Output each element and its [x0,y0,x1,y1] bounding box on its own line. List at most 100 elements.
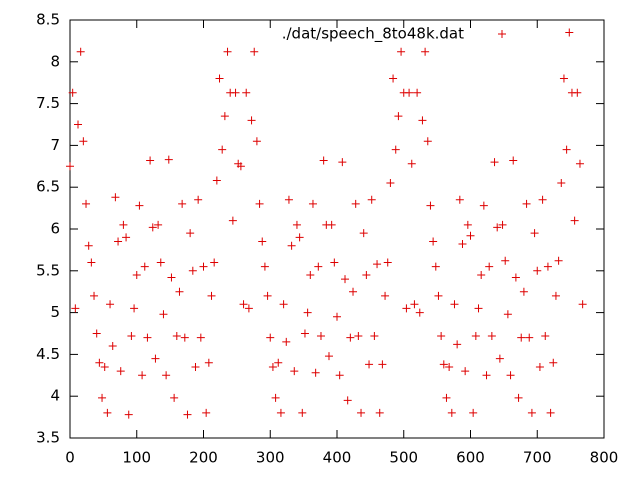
data-point [298,408,307,417]
data-point [423,137,432,146]
data-point [335,371,344,380]
data-point [276,408,285,417]
data-point [282,337,291,346]
data-point [82,199,91,208]
data-point [90,291,99,300]
y-tick-label: 7.5 [36,94,60,112]
y-tick-label: 4.5 [36,345,60,363]
data-point [218,145,227,154]
data-point [76,47,85,56]
data-point [196,333,205,342]
data-point [543,262,552,271]
data-point [199,262,208,271]
data-point [549,358,558,367]
data-point [202,408,211,417]
data-point [466,231,475,240]
data-point [180,333,189,342]
data-point [236,162,245,171]
x-tick-label: 600 [456,449,485,467]
data-point [493,223,502,232]
data-point [71,304,80,313]
data-point [242,88,251,97]
data-point [319,156,328,165]
x-tick-label: 100 [122,449,151,467]
data-point [415,308,424,317]
data-point [485,262,494,271]
data-point [124,410,133,419]
data-point [314,262,323,271]
data-point [367,195,376,204]
data-point [290,367,299,376]
data-point [458,240,467,249]
data-point [482,371,491,380]
y-tick-label: 6.5 [36,178,60,196]
y-tick-label: 4 [50,387,60,405]
data-point [306,270,315,279]
data-point [188,266,197,275]
data-point [111,193,120,202]
data-point [381,291,390,300]
y-tick-label: 5.5 [36,261,60,279]
data-point [535,362,544,371]
data-point [239,300,248,309]
data-point [338,158,347,167]
data-point [130,304,139,313]
data-point [519,287,528,296]
legend-marker [498,30,506,38]
data-point [514,393,523,402]
data-point [108,342,117,351]
data-point [87,258,96,267]
data-point [151,354,160,363]
data-point [183,410,192,419]
data-point [530,229,539,238]
data-point [357,408,366,417]
data-point [250,47,259,56]
data-point [204,358,213,367]
data-point [140,262,149,271]
data-point [405,88,414,97]
data-point [429,237,438,246]
data-point [503,310,512,319]
data-point [268,362,277,371]
data-point [148,223,157,232]
data-point [258,237,267,246]
data-point [445,362,454,371]
data-point [455,195,464,204]
data-point [66,162,74,171]
data-point [391,145,400,154]
x-tick-label: 500 [389,449,418,467]
data-point [100,362,109,371]
data-point [354,332,363,341]
data-point [402,304,411,313]
data-point [220,112,229,121]
data-point [407,159,416,168]
data-point [397,47,406,56]
y-tick-label: 8.5 [36,11,60,29]
x-tick-label: 400 [323,449,352,467]
data-point [287,241,296,250]
data-point [365,360,374,369]
data-point [127,332,136,341]
data-point [343,396,352,405]
data-point [330,258,339,267]
y-tick-label: 5 [50,303,60,321]
data-point [324,352,333,361]
data-point [106,300,115,309]
data-point [453,340,462,349]
x-tick-label: 200 [189,449,218,467]
data-point [474,304,483,313]
data-point [386,179,395,188]
data-point [231,88,240,97]
data-point [79,137,88,146]
data-point [308,199,317,208]
data-point [447,408,456,417]
data-point [375,408,384,417]
data-point [132,270,141,279]
data-point [303,308,312,317]
data-point [490,158,499,167]
data-point [186,229,195,238]
data-point [172,332,181,341]
data-point [362,270,371,279]
data-point [439,360,448,369]
data-point [311,368,320,377]
